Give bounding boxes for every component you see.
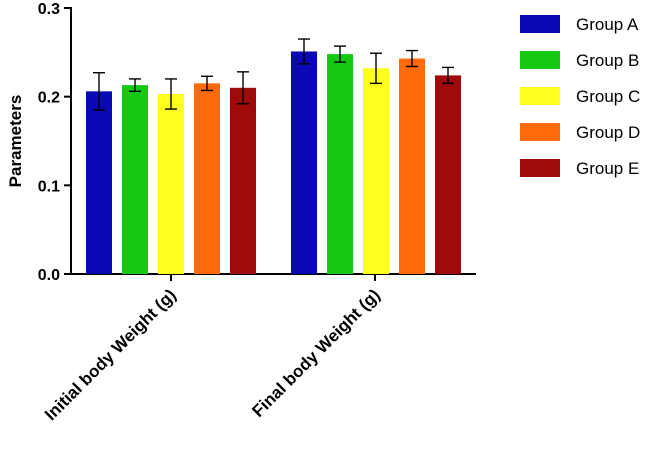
legend: Group A Group B Group C Group D Group E (520, 15, 640, 178)
legend-swatch (520, 87, 560, 105)
legend-swatch (520, 15, 560, 33)
bar (230, 87, 256, 274)
legend-label: Group E (576, 159, 639, 178)
bar (291, 51, 317, 274)
bar (158, 94, 184, 274)
bar (327, 54, 353, 275)
y-tick-label: 0.0 (38, 267, 60, 284)
bar (194, 83, 220, 274)
bar (399, 58, 425, 274)
bar (86, 91, 112, 274)
legend-swatch (520, 123, 560, 141)
bar (435, 75, 461, 275)
bars (86, 51, 461, 275)
y-tick-label: 0.1 (38, 178, 60, 195)
error-bars (93, 38, 454, 111)
legend-label: Group D (576, 123, 640, 142)
y-tick-label: 0.3 (38, 1, 60, 18)
bar (363, 68, 389, 274)
legend-label: Group C (576, 87, 640, 106)
legend-swatch (520, 159, 560, 177)
category-label: Final body Weight (g) (248, 285, 383, 420)
bar (122, 85, 148, 274)
y-tick-label: 0.2 (38, 90, 60, 107)
y-axis-title: Parameters (6, 95, 25, 188)
legend-swatch (520, 51, 560, 69)
category-label: Initial body Weight (g) (41, 285, 180, 424)
legend-label: Group A (576, 15, 639, 34)
category-labels: Initial body Weight (g) Final body Weight… (41, 274, 384, 424)
legend-label: Group B (576, 51, 639, 70)
